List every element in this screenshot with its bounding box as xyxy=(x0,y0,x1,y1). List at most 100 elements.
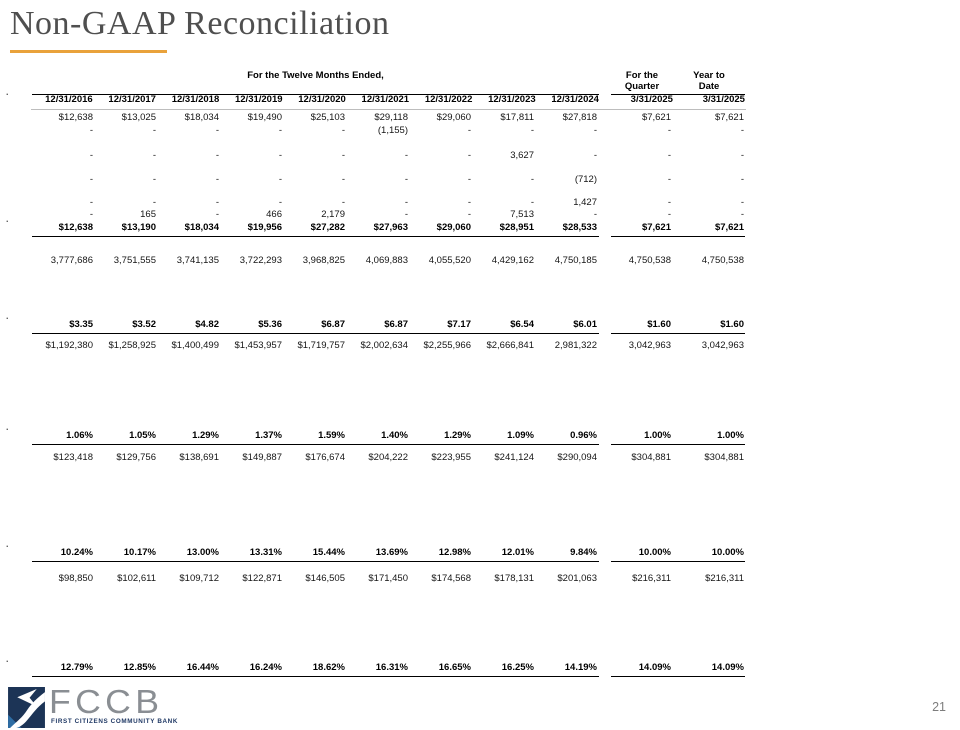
page-title: Non-GAAP Reconciliation xyxy=(10,5,390,42)
value-cell: - xyxy=(740,150,744,161)
value-cell: - xyxy=(152,174,156,185)
value-cell: $17,811 xyxy=(500,112,534,123)
value-cell: - xyxy=(215,150,219,161)
row-label-cell xyxy=(10,209,32,221)
value-cell: 18.62% xyxy=(284,662,347,677)
value-cell: 2,981,322 xyxy=(554,340,597,351)
value-cell: - xyxy=(152,125,156,136)
table-date-header-row: 12/31/2016 12/31/2017 12/31/2018 12/31/2019… xyxy=(10,94,746,110)
value-cell: $122,871 xyxy=(242,573,282,584)
row-label-dot: . xyxy=(6,654,9,664)
value-cell: 9.84% xyxy=(536,547,599,562)
table-total-row: . 12.79% 12.85% 16.44% 16.24% 18.62% 16.31% 16.… xyxy=(6,655,746,677)
value-cell: 12.79% xyxy=(32,662,95,677)
value-cell: - xyxy=(89,150,93,161)
row-label-dot: . xyxy=(6,87,9,97)
quarter-group-header: For the Quarter xyxy=(611,68,673,95)
value-cell: 1.09% xyxy=(473,430,536,445)
column-group-gap xyxy=(599,68,611,95)
value-cell: $98,850 xyxy=(58,573,93,584)
value-cell: $2,666,841 xyxy=(486,340,534,351)
value-cell: - xyxy=(278,197,282,208)
value-cell: 12.01% xyxy=(473,547,536,562)
logo-tagline: FIRST CITIZENS COMMUNITY BANK xyxy=(51,718,179,725)
table-total-row: . 1.06% 1.05% 1.29% 1.37% 1.59% 1.40% 1.29% 1.09… xyxy=(6,423,746,445)
value-cell: $1.60 xyxy=(673,319,745,334)
value-cell: - xyxy=(215,125,219,136)
value-cell: $1,719,757 xyxy=(297,340,345,351)
value-cell: $146,505 xyxy=(305,573,345,584)
table-total-row: . $12,638 $13,190 $18,034 $19,956 $27,282 $27,… xyxy=(6,215,746,237)
value-cell: 13.00% xyxy=(158,547,221,562)
value-cell: - xyxy=(467,125,471,136)
value-cell: $290,094 xyxy=(557,452,597,463)
value-cell: 12.98% xyxy=(410,547,473,562)
value-cell: 466 xyxy=(266,209,282,220)
value-cell: - xyxy=(341,125,345,136)
value-cell: $138,691 xyxy=(179,452,219,463)
value-cell: 1.00% xyxy=(673,430,745,445)
value-cell: (712) xyxy=(574,174,597,185)
value-cell: $28,951 xyxy=(473,222,536,237)
value-cell: 3,042,963 xyxy=(628,340,671,351)
table-row: $98,850 $102,611 $109,712 $122,871 $146,505 $… xyxy=(10,573,746,585)
row-label-dot: . xyxy=(6,214,9,224)
value-cell: $6.87 xyxy=(347,319,410,334)
value-cell: - xyxy=(404,197,408,208)
column-header: 12/31/2023 xyxy=(474,94,538,110)
value-cell: 4,055,520 xyxy=(428,255,471,266)
value-cell: 165 xyxy=(140,209,156,220)
value-cell: $3.52 xyxy=(95,319,158,334)
river-road-icon xyxy=(8,687,45,728)
value-cell: - xyxy=(740,197,744,208)
value-cell: 4,750,185 xyxy=(554,255,597,266)
table-row: - - - - - - - 3,627 - - - xyxy=(10,150,746,162)
value-cell: $102,611 xyxy=(117,573,156,584)
value-cell: $6.54 xyxy=(473,319,536,334)
logo-acronym: FCCB xyxy=(49,683,164,720)
page-number: 21 xyxy=(932,700,946,714)
logo-text: FCCB FIRST CITIZENS COMMUNITY BANK xyxy=(49,685,179,725)
table-total-row: . 10.24% 10.17% 13.00% 13.31% 15.44% 13.69% 12.… xyxy=(6,540,746,562)
table-row: - - - - - (1,155) - - - - - xyxy=(10,125,746,137)
value-cell: 4,750,538 xyxy=(628,255,671,266)
value-cell: $7,621 xyxy=(673,222,745,237)
value-cell: $171,450 xyxy=(368,573,408,584)
column-header: 12/31/2022 xyxy=(411,94,475,110)
value-cell: - xyxy=(593,209,597,220)
value-cell: - xyxy=(667,197,671,208)
twelve-months-group-header: For the Twelve Months Ended, xyxy=(32,68,599,95)
value-cell: - xyxy=(89,209,93,220)
value-cell: $216,311 xyxy=(632,573,671,584)
value-cell: - xyxy=(467,150,471,161)
value-cell: 3,968,825 xyxy=(302,255,345,266)
value-cell: 4,429,162 xyxy=(491,255,534,266)
row-label-cell xyxy=(10,95,31,110)
value-cell: - xyxy=(530,174,534,185)
value-cell: 1.06% xyxy=(32,430,95,445)
value-cell: $109,712 xyxy=(179,573,219,584)
table-row: $1,192,380 $1,258,925 $1,400,499 $1,453,957… xyxy=(10,340,746,352)
value-cell: 1.00% xyxy=(611,430,673,445)
row-label-cell xyxy=(10,125,32,137)
value-cell: 14.09% xyxy=(611,662,673,677)
row-label-cell xyxy=(10,255,32,267)
value-cell: 16.65% xyxy=(410,662,473,677)
value-cell: $19,490 xyxy=(247,112,282,123)
value-cell: $7,621 xyxy=(611,222,673,237)
row-label-cell: . xyxy=(6,68,32,97)
value-cell: $204,222 xyxy=(368,452,408,463)
value-cell: - xyxy=(467,174,471,185)
value-cell: $304,881 xyxy=(704,452,744,463)
value-cell: $174,568 xyxy=(431,573,471,584)
row-label-cell xyxy=(10,174,32,186)
value-cell: $12,638 xyxy=(32,222,95,237)
column-header: 3/31/2025 xyxy=(674,94,746,110)
value-cell: 1,427 xyxy=(573,197,597,208)
value-cell: 1.29% xyxy=(410,430,473,445)
value-cell: 3,741,135 xyxy=(176,255,219,266)
value-cell: 10.00% xyxy=(611,547,673,562)
value-cell: 3,042,963 xyxy=(701,340,744,351)
value-cell: 4,069,883 xyxy=(365,255,408,266)
value-cell: - xyxy=(152,197,156,208)
